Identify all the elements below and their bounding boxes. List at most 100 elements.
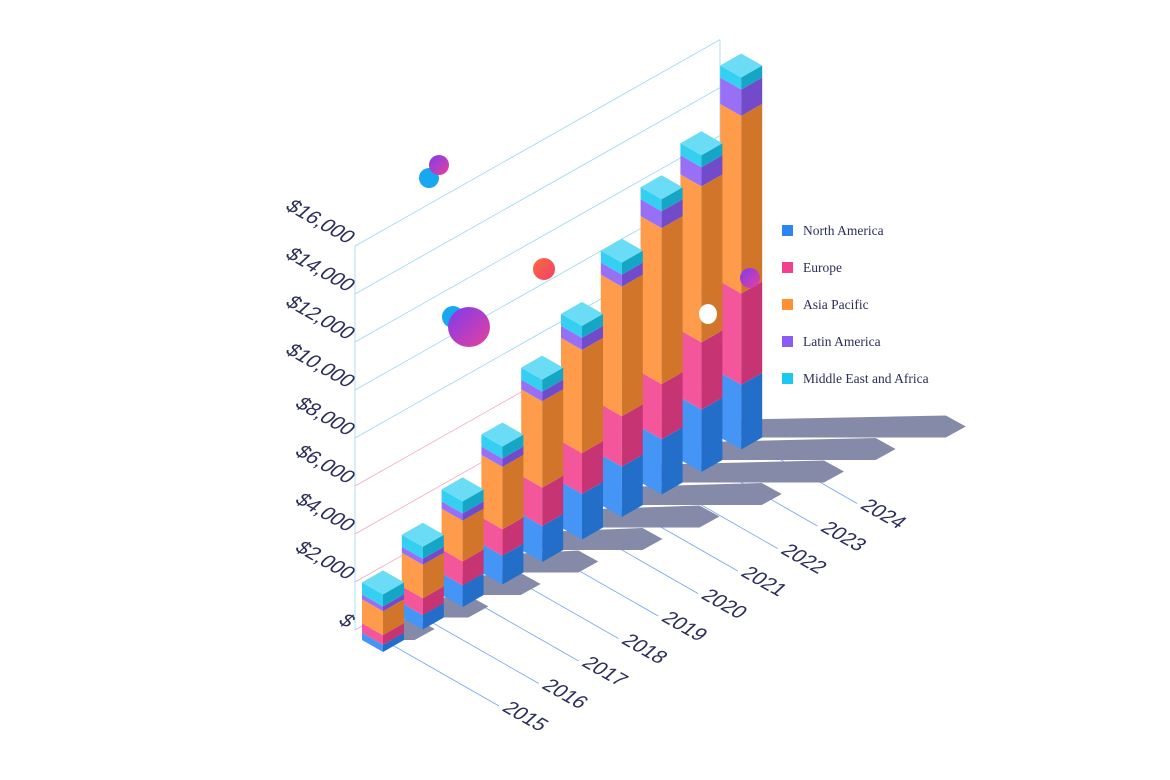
bar-segment-left-face	[441, 573, 463, 607]
decor-blob	[699, 304, 717, 324]
bar-2015	[362, 570, 404, 652]
bar-segment-left-face	[441, 501, 463, 521]
bar-segment-right-face	[542, 367, 564, 392]
bar-segment-left-face	[481, 446, 503, 467]
bar-segment-right-face	[701, 174, 723, 343]
bar-segment-left-face	[481, 454, 503, 530]
category-guide-line	[386, 641, 500, 707]
bar-segment-left-face	[401, 546, 423, 565]
bar-top-cap	[720, 53, 763, 78]
bar-segment-left-face	[680, 397, 702, 472]
bar-segment-left-face	[362, 594, 383, 612]
bar-top-cap	[401, 522, 444, 547]
bar-top-cap	[680, 131, 723, 156]
bar-segment-left-face	[680, 330, 702, 410]
bar-shadow	[502, 550, 599, 573]
bar-segment-right-face	[661, 372, 683, 440]
legend-swatch	[782, 299, 793, 310]
bar-segment-left-face	[561, 313, 582, 338]
bar-segment-left-face	[521, 367, 543, 392]
legend: North America Europe Asia Pacific Latin Ame…	[782, 212, 929, 397]
bar-2018	[481, 422, 524, 585]
bar-segment-right-face	[741, 65, 763, 90]
y-tick-label: $14,000	[280, 244, 360, 296]
bar-segment-left-face	[561, 481, 582, 540]
bar-segment-right-face	[422, 552, 444, 599]
bar-segment-left-face	[401, 552, 423, 599]
bar-2023	[680, 131, 723, 472]
bar-segment-left-face	[640, 372, 662, 440]
bar-2019	[521, 355, 564, 562]
bar-segment-right-face	[422, 586, 444, 616]
bar-segment-left-face	[362, 582, 383, 607]
y-tick-label: $6,000	[290, 441, 361, 487]
bar-top-cap	[561, 301, 603, 326]
bar-segment-right-face	[542, 379, 564, 402]
legend-item: Latin America	[782, 323, 929, 360]
bar-2017	[441, 477, 484, 607]
bar-segment-left-face	[720, 77, 742, 116]
bar-segment-left-face	[401, 603, 423, 630]
bar-segment-left-face	[720, 281, 742, 385]
y-tick-label: $8,000	[290, 393, 361, 439]
legend-swatch	[782, 225, 793, 236]
bar-segment-right-face	[701, 397, 723, 472]
bar-2024	[720, 53, 763, 450]
legend-label: Europe	[803, 259, 842, 275]
bar-segment-left-face	[640, 187, 662, 212]
bar-segment-left-face	[441, 508, 463, 562]
decor-blob	[429, 155, 449, 175]
x-tick-label: 2020	[696, 585, 752, 623]
bar-segment-right-face	[422, 534, 444, 559]
bar-segment-left-face	[680, 174, 702, 343]
bar-segment-left-face	[401, 586, 423, 616]
decor-blob	[533, 258, 555, 280]
bars	[362, 53, 763, 652]
bar-segment-left-face	[521, 389, 543, 488]
bar-segment-right-face	[542, 475, 564, 526]
bar-segment-right-face	[462, 501, 484, 521]
bar-segment-left-face	[362, 632, 383, 652]
bar-segment-right-face	[542, 389, 564, 488]
legend-swatch	[782, 373, 793, 384]
bar-2021	[600, 238, 643, 517]
y-tick-label: $16,000	[280, 196, 360, 248]
y-tick-label: $12,000	[280, 292, 360, 344]
bar-segment-right-face	[661, 199, 683, 229]
bar-segment-left-face	[521, 514, 543, 562]
bar-segment-left-face	[600, 250, 622, 275]
legend-swatch	[782, 336, 793, 347]
bar-segment-right-face	[502, 517, 524, 556]
bar-segment-left-face	[521, 475, 543, 526]
legend-item: Europe	[782, 249, 929, 286]
bar-segment-right-face	[701, 143, 723, 168]
legend-item: North America	[782, 212, 929, 249]
bar-segment-right-face	[582, 481, 603, 540]
bar-top-cap	[640, 175, 683, 200]
bar-segment-left-face	[600, 274, 622, 417]
x-tick-label: 2015	[497, 698, 553, 736]
bar-shadow	[621, 483, 782, 505]
bar-segment-right-face	[661, 427, 683, 495]
bar-segment-right-face	[741, 77, 763, 116]
bar-segment-left-face	[600, 404, 622, 467]
x-tick-label: 2021	[736, 563, 792, 601]
x-tick-label: 2024	[855, 495, 911, 533]
bar-segment-right-face	[582, 325, 603, 350]
bar-segment-left-face	[561, 325, 582, 350]
bar-segment-right-face	[502, 434, 524, 459]
legend-item: Middle East and Africa	[782, 360, 929, 397]
bar-segment-right-face	[462, 489, 484, 514]
bar-2020	[561, 301, 603, 540]
bar-segment-right-face	[621, 250, 643, 275]
bar-shadow	[741, 415, 966, 438]
decor-blob	[740, 268, 760, 288]
bar-segment-right-face	[661, 216, 683, 385]
bar-segment-right-face	[462, 573, 484, 607]
bar-top-cap	[362, 570, 404, 595]
bar-segment-right-face	[582, 441, 603, 494]
x-tick-label: 2018	[617, 630, 673, 668]
gridline	[354, 135, 721, 343]
bar-segment-left-face	[521, 379, 543, 402]
